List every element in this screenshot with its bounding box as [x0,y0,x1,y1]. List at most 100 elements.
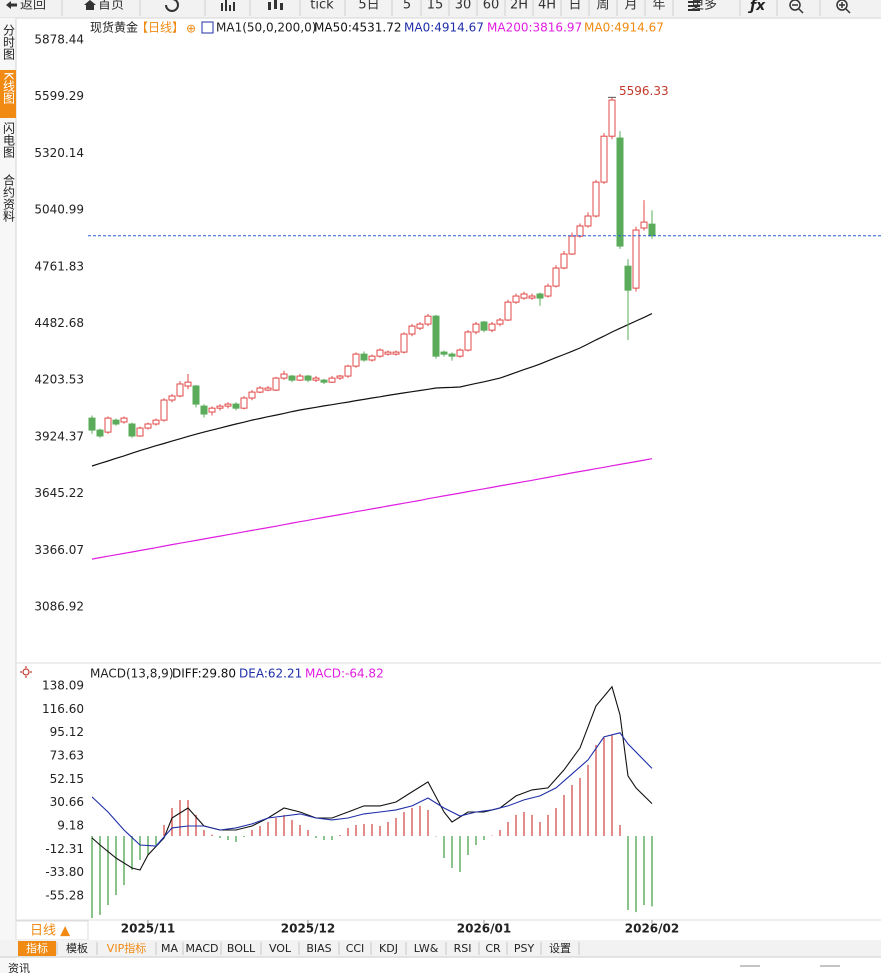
toolbar-button[interactable]: 更多 [691,0,717,13]
toolbar-button[interactable]: 返回 [20,0,46,13]
candle-body [632,229,640,289]
indicator-tab[interactable]: 指标 [26,941,48,955]
sidebar-tab[interactable]: 分时图 [2,24,16,60]
indicator-tab[interactable]: RSI [454,942,472,955]
tab-active-bg [18,941,56,956]
y-tick-label: -33.80 [45,865,84,879]
x-tick-label: 2025/11 [121,922,175,936]
y-tick-label: -55.28 [45,888,84,902]
candle-body [536,293,544,299]
indicator-label: MACD(13,8,9) [90,667,174,681]
legend-entry: MA0:4914.67 [404,21,484,35]
toolbar-button[interactable]: 60 [483,0,500,13]
candle-body [392,351,400,355]
candle-body [88,417,96,431]
y-tick-label: 3645.22 [34,486,84,500]
candle-body [352,353,360,367]
candle-body [616,137,624,247]
candle-body [248,391,256,399]
candle-body [416,323,424,329]
indicator-tab[interactable]: MA [161,942,178,955]
chart-icon[interactable] [221,0,235,11]
toolbar-button[interactable]: 周 [596,0,609,13]
indicator-tab[interactable]: VIP指标 [107,941,146,955]
indicator-tab[interactable]: 设置 [549,942,571,955]
sidebar-tab[interactable]: 合约资料 [2,173,16,222]
candle-body [544,285,552,297]
legend-entry: MA0:4914.67 [584,21,664,35]
toolbar-button[interactable]: 5 [403,0,411,13]
toolbar-button[interactable]: 首页 [98,0,124,13]
y-tick-label: 5040.99 [34,203,84,217]
candle-body [152,419,160,425]
candle-body [328,377,336,383]
peak-label: 5596.33 [619,84,669,98]
candle-body [528,295,536,299]
candle-body [584,215,592,227]
candle-body [280,373,288,379]
toolbar-button[interactable]: 月 [624,0,637,13]
candle-body [208,407,216,413]
add-icon: ⊕ [186,22,196,36]
refresh-icon[interactable] [165,0,179,12]
y-tick-label: 5599.29 [34,89,84,103]
candle-body [360,353,368,361]
y-tick-label: 4761.83 [34,259,84,273]
candle-body [480,321,488,331]
candle-body [304,375,312,381]
toolbar-button[interactable]: 5日 [358,0,379,13]
candle-body [200,405,208,415]
toolbar-button[interactable]: 15 [427,0,444,13]
indicator-tab[interactable]: PSY [514,942,535,955]
candle-body [496,319,504,325]
zoom-in-icon[interactable] [836,0,851,14]
toolbar-button[interactable]: 30 [455,0,472,13]
footer-tab[interactable]: 资讯 [8,962,30,973]
y-tick-label: 30.66 [50,795,84,809]
candle-body [600,135,608,183]
toolbar-button[interactable]: tick [310,0,334,13]
home-icon[interactable] [84,0,96,10]
candle-body [184,381,192,387]
sidebar-tab[interactable]: K线图 [2,72,16,104]
indicator-tab[interactable]: 模板 [66,941,88,955]
candle-body [336,375,344,379]
indicator-label: MA1(50,0,200,0) [216,21,316,35]
indicator-tab[interactable]: CR [485,942,501,955]
candle-body [232,403,240,409]
indicator-tab[interactable]: LW& [414,942,439,955]
settings-icon[interactable] [20,666,32,678]
indicator-tab[interactable]: BIAS [306,942,331,955]
candle-body [456,349,464,357]
macd-line [91,732,653,847]
toolbar-button[interactable]: 年 [652,0,665,13]
sidebar-tab[interactable]: 闪电图 [2,122,16,158]
zoom-out-icon[interactable] [789,0,804,14]
y-tick-label: 52.15 [50,772,84,786]
candle-body [504,301,512,321]
toolbar-button[interactable]: 日 [568,0,581,13]
sidebar-bg [0,18,16,973]
toolbar-button[interactable]: 2H [510,0,528,13]
indicator-tab[interactable]: VOL [269,942,292,955]
period-button[interactable]: 日线 ▲ [30,924,70,939]
candle-body [192,385,200,405]
candle-body [568,235,576,255]
y-tick-label: 3924.37 [34,429,84,443]
menu-icon[interactable] [688,1,700,11]
candle-body [488,323,496,331]
candle-body [288,375,296,381]
back-icon[interactable] [6,1,17,9]
indicator-tab[interactable]: KDJ [379,942,398,955]
toolbar-button[interactable]: 4H [538,0,556,13]
indicator-tab[interactable]: BOLL [227,942,256,955]
fx-icon[interactable]: ƒx [747,0,766,14]
indicator-tab[interactable]: CCI [346,942,365,955]
candle-body [608,99,616,137]
candle-body [176,383,184,397]
candle-icon[interactable] [268,0,283,10]
candle-body [136,427,144,437]
candle-body [592,181,600,217]
y-tick-label: -12.31 [45,842,84,856]
indicator-tab[interactable]: MACD [186,942,219,955]
